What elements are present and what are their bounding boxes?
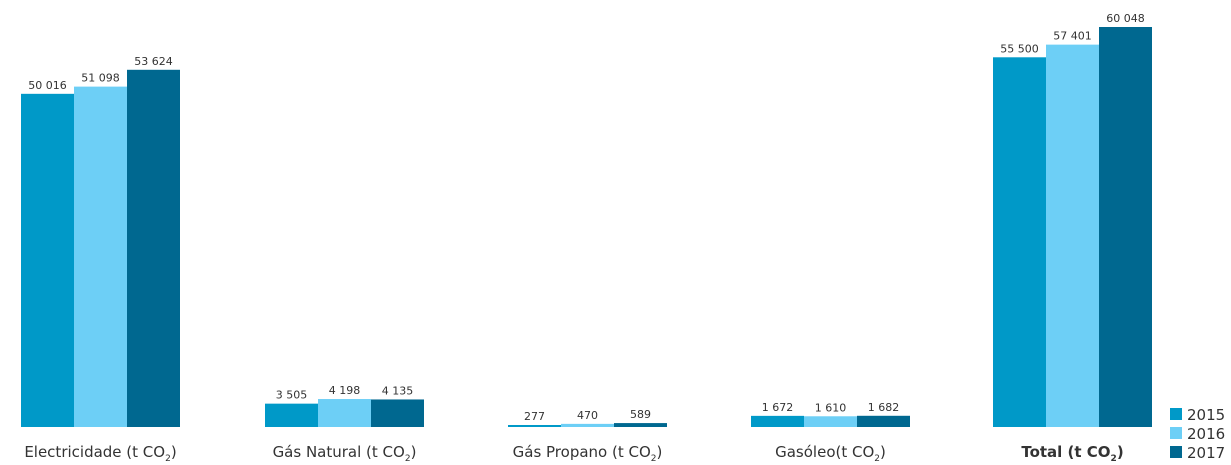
value-label-2015-cat-4: 55 500 xyxy=(1000,42,1039,55)
value-label-2016-cat-1: 4 198 xyxy=(329,384,361,397)
category-label-1: Gás Natural (t CO2) xyxy=(273,443,417,464)
value-label-2016-cat-3: 1 610 xyxy=(815,401,847,414)
bar-2016-cat-3 xyxy=(804,416,857,427)
value-label-2016-cat-0: 51 098 xyxy=(81,72,120,85)
bar-2016-cat-1 xyxy=(318,399,371,427)
value-label-2015-cat-2: 277 xyxy=(524,410,545,423)
value-label-2017-cat-2: 589 xyxy=(630,408,651,421)
value-label-2015-cat-3: 1 672 xyxy=(762,401,794,414)
bar-2017-cat-4 xyxy=(1099,27,1152,427)
value-labels-group: 50 016 51 098 53 624 3 505 4 198 4 135 277 470 5… xyxy=(28,12,1145,423)
bar-2017-cat-1 xyxy=(371,399,424,427)
value-label-2017-cat-4: 60 048 xyxy=(1106,12,1145,25)
bar-2016-cat-0 xyxy=(74,86,127,428)
legend-swatch-2016 xyxy=(1170,427,1182,439)
legend-label-2016: 2016 xyxy=(1187,425,1225,443)
bar-2017-cat-2 xyxy=(614,423,667,427)
bar-2015-cat-0 xyxy=(21,93,74,427)
value-label-2017-cat-0: 53 624 xyxy=(134,55,173,68)
legend-label-2017: 2017 xyxy=(1187,444,1225,462)
legend-label-2015: 2015 xyxy=(1187,406,1225,424)
legend-swatch-2015 xyxy=(1170,408,1182,420)
bar-2016-cat-4 xyxy=(1046,44,1099,427)
value-label-2015-cat-1: 3 505 xyxy=(276,389,308,402)
bar-2015-cat-2 xyxy=(508,425,561,427)
category-label-2: Gás Propano (t CO2) xyxy=(513,443,663,464)
value-label-2016-cat-2: 470 xyxy=(577,409,598,422)
category-label-0: Electricidade (t CO2) xyxy=(24,443,176,464)
category-label-4: Total (t CO2) xyxy=(1021,443,1123,464)
bar-2017-cat-3 xyxy=(857,415,910,427)
legend-swatch-2017 xyxy=(1170,446,1182,458)
bar-2016-cat-2 xyxy=(561,423,614,427)
bars-group xyxy=(21,27,1152,428)
bar-2015-cat-4 xyxy=(993,57,1046,427)
value-label-2016-cat-4: 57 401 xyxy=(1053,30,1092,43)
bar-2015-cat-1 xyxy=(265,403,318,427)
bar-2017-cat-0 xyxy=(127,69,180,428)
category-label-3: Gasóleo(t CO2) xyxy=(775,443,886,464)
category-labels-group: Electricidade (t CO2) Gás Natural (t CO2)… xyxy=(24,443,1123,464)
value-label-2017-cat-1: 4 135 xyxy=(382,384,414,397)
value-label-2015-cat-0: 50 016 xyxy=(28,79,67,92)
bar-2015-cat-3 xyxy=(751,415,804,427)
value-label-2017-cat-3: 1 682 xyxy=(868,401,900,414)
